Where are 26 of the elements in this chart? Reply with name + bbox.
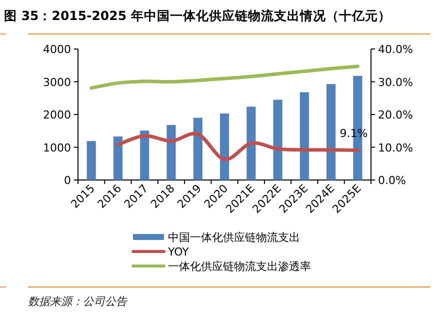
- y2-tick-label: 0.0%: [378, 174, 406, 187]
- y2-tick-label: 40.0%: [378, 43, 413, 56]
- line-series: [90, 64, 360, 90]
- bar: [220, 114, 230, 180]
- y-tick-label: 4000: [43, 43, 71, 56]
- bar: [273, 100, 282, 180]
- bar: [193, 118, 202, 180]
- y-tick-label: 0: [64, 174, 71, 187]
- y2-tick-label: 30.0%: [378, 76, 413, 89]
- legend-label: 一体化供应链物流支出渗透率: [168, 260, 311, 273]
- bar: [246, 106, 256, 180]
- legend-label: YOY: [167, 246, 190, 258]
- y-tick-label: 1000: [43, 141, 71, 154]
- legend-label: 中国一体化供应链物流支出: [168, 231, 300, 244]
- y2-tick-label: 20.0%: [378, 108, 413, 122]
- y-tick-label: 3000: [43, 76, 71, 89]
- bar: [166, 124, 176, 180]
- y2-tick-label: 10.0%: [378, 141, 413, 154]
- y-tick-label: 2000: [43, 108, 71, 122]
- bar: [326, 84, 336, 180]
- bar: [113, 136, 122, 180]
- source-note: 数据来源：公司公告: [28, 295, 128, 308]
- chart-title: 图 35：2015-2025 年中国一体化供应链物流支出情况（十亿元）: [4, 8, 391, 23]
- bar: [140, 130, 150, 180]
- bar: [300, 92, 309, 180]
- bar: [86, 141, 96, 180]
